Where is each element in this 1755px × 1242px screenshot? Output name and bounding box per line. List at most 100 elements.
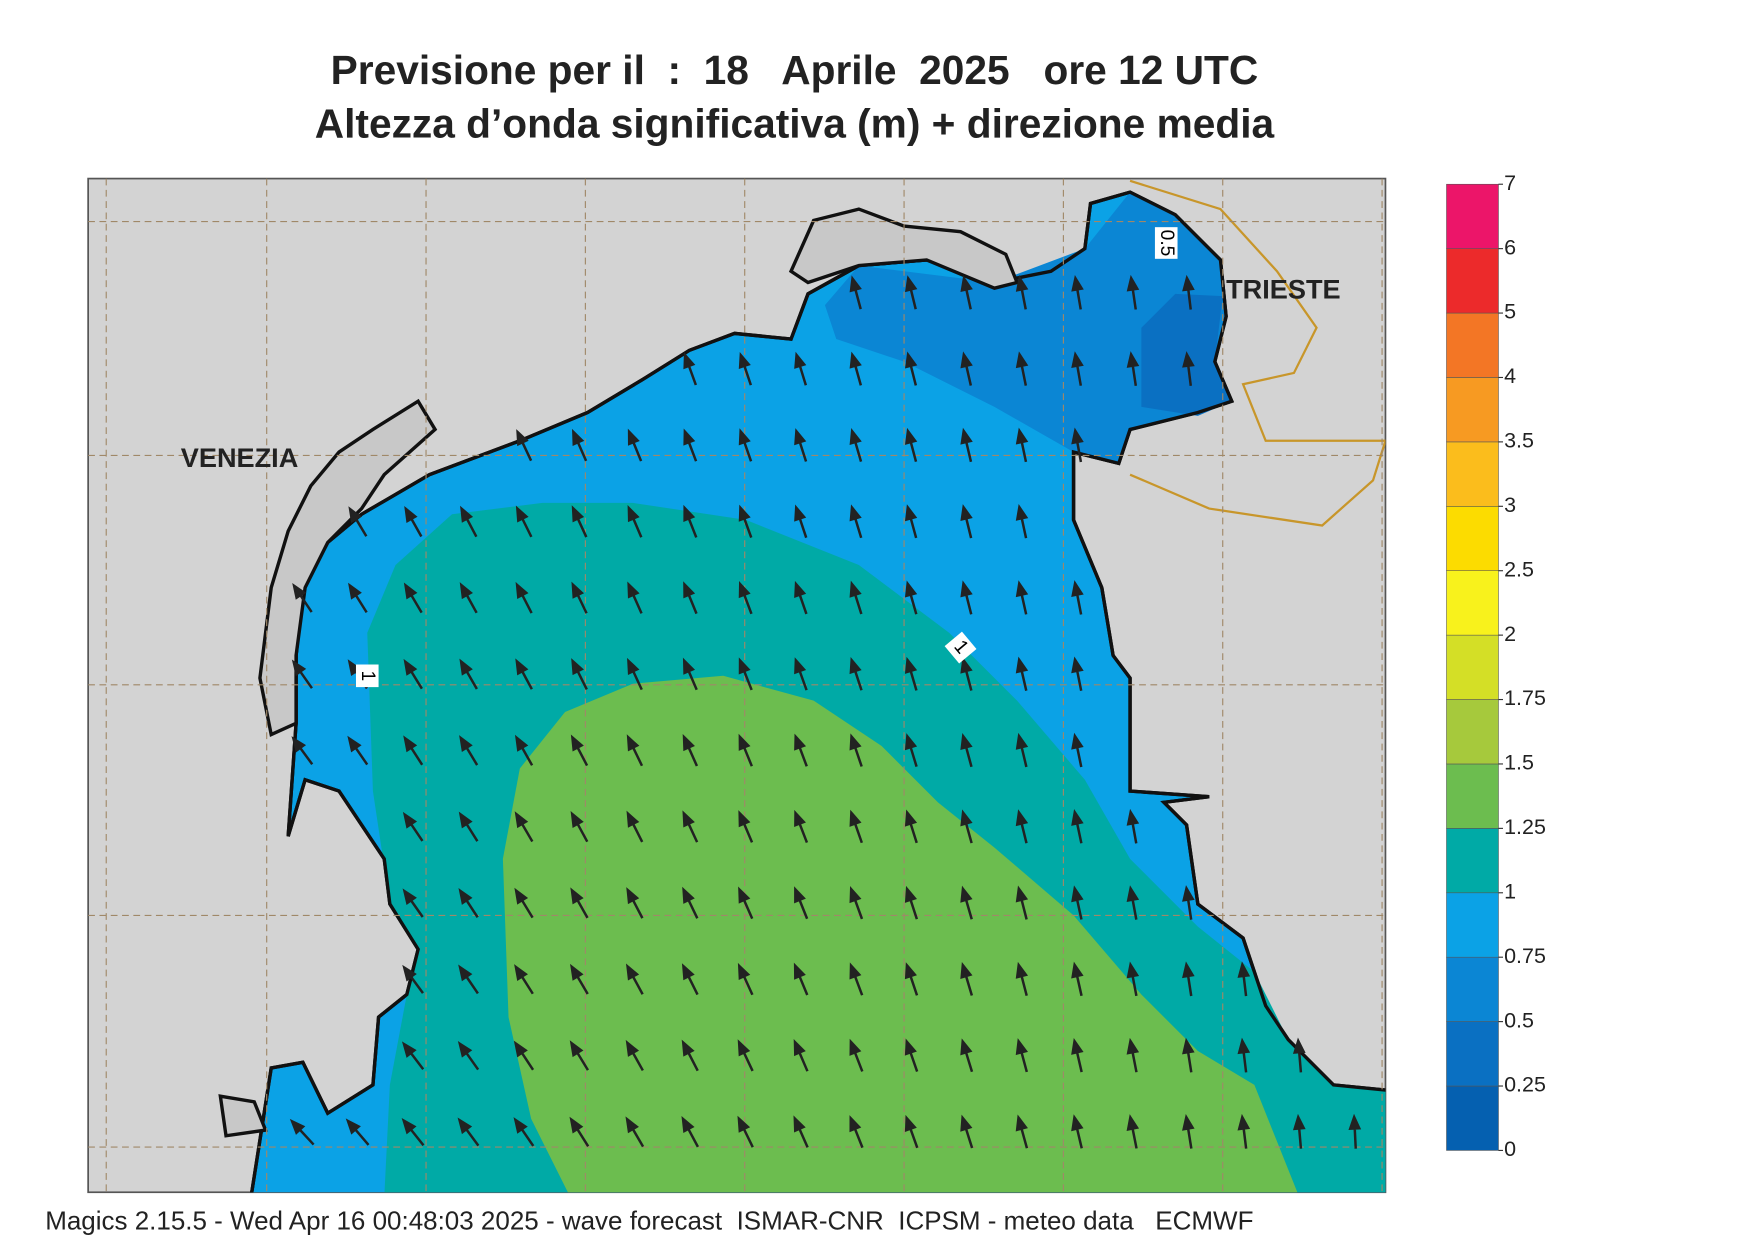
colorbar-band — [1446, 441, 1499, 507]
contour-label: 0.5 — [1156, 230, 1177, 257]
arrow — [625, 1116, 645, 1148]
arrow — [1071, 809, 1084, 844]
colorbar-tick-label: 0.25 — [1504, 1073, 1546, 1097]
arrow — [960, 1038, 974, 1073]
colorbar-tick-label: 0.75 — [1504, 944, 1546, 968]
contour-label-box — [1154, 227, 1178, 259]
arrow — [571, 581, 588, 614]
arrow — [570, 734, 589, 767]
colorbar-band — [1446, 763, 1499, 829]
arrow — [1015, 1038, 1029, 1073]
colorbar-band — [1446, 1021, 1499, 1087]
arrow — [458, 811, 479, 842]
arrow — [1071, 427, 1084, 463]
colorbar-band — [1446, 892, 1499, 958]
arrow — [1348, 1113, 1362, 1149]
arrow — [737, 1039, 754, 1072]
arrow — [849, 1038, 864, 1072]
arrow — [1071, 732, 1084, 768]
arrow — [737, 1115, 754, 1148]
arrow — [1182, 1113, 1195, 1149]
arrow — [1015, 580, 1029, 615]
arrow — [682, 810, 699, 843]
colorbar-band — [1446, 828, 1499, 894]
arrow — [1071, 580, 1084, 615]
colorbar-tick-label: 1 — [1504, 879, 1516, 903]
arrow — [292, 583, 313, 613]
arrow — [514, 811, 534, 843]
colorbar-band — [1446, 377, 1499, 443]
arrow — [904, 1114, 919, 1149]
arrow — [291, 659, 313, 689]
colorbar-tick-label: 7 — [1504, 171, 1516, 195]
colorbar-tick-label: 3 — [1504, 493, 1516, 517]
arrow — [626, 734, 644, 767]
arrow — [849, 809, 864, 844]
arrow — [849, 351, 863, 386]
arrow — [683, 581, 698, 615]
arrow — [738, 428, 753, 462]
arrow — [516, 429, 533, 462]
arrow — [682, 657, 698, 691]
arrow — [794, 351, 808, 386]
arrow — [626, 887, 644, 919]
arrow — [794, 733, 808, 767]
arrow — [849, 733, 863, 767]
arrow — [738, 351, 753, 386]
arrow — [904, 504, 918, 539]
contour-label-box — [944, 631, 977, 664]
arrow — [1015, 961, 1029, 996]
arrow — [571, 658, 588, 690]
arrow — [738, 504, 753, 538]
arrow — [627, 657, 643, 691]
arrow — [1126, 961, 1140, 997]
arrow — [904, 351, 918, 386]
colorbar-band — [1446, 312, 1499, 378]
arrow — [460, 505, 478, 538]
arrow — [794, 504, 808, 539]
wave-direction-arrows — [289, 274, 1362, 1149]
arrow — [627, 505, 643, 538]
arrow — [794, 657, 808, 691]
colorbar-tick-label: 3.5 — [1504, 429, 1534, 453]
arrow — [960, 733, 973, 768]
arrow — [904, 733, 918, 768]
arrow — [347, 735, 369, 766]
arrow — [401, 1041, 425, 1070]
arrow — [794, 809, 809, 844]
arrow — [960, 961, 974, 996]
arrow — [1015, 351, 1029, 386]
arrow — [682, 886, 699, 919]
arrow — [402, 888, 424, 918]
arrow — [1126, 885, 1140, 920]
arrow — [515, 505, 533, 538]
arrow — [513, 1040, 535, 1071]
arrow — [683, 352, 698, 386]
arrow — [345, 1118, 370, 1146]
map: VENEZIA TRIESTE 1 1 0.5 — [87, 177, 1387, 1194]
arrow — [681, 1039, 699, 1072]
lagoon-venezia — [258, 398, 438, 737]
arrow — [793, 962, 809, 996]
arrow — [1182, 961, 1195, 997]
arrow — [1182, 351, 1195, 386]
colorbar: 0 0.25 0.5 0.75 1 1.25 1.5 1.75 2 2.5 3 3.5 4 5 6 7 — [1446, 171, 1546, 1161]
arrow — [849, 504, 863, 539]
colorbar-tick-label: 1.75 — [1504, 686, 1546, 710]
arrow — [401, 1117, 425, 1147]
arrow — [403, 735, 424, 766]
arrow — [459, 658, 478, 690]
arrow — [459, 582, 478, 614]
arrow — [683, 428, 698, 462]
arrow — [960, 351, 973, 386]
arrow — [457, 1041, 480, 1071]
sea-zone — [824, 192, 1232, 464]
arrow — [514, 964, 534, 995]
arrow — [794, 428, 808, 462]
colorbar-band — [1446, 248, 1499, 314]
arrow — [572, 428, 588, 462]
arrow — [849, 886, 864, 920]
arrow — [904, 1038, 919, 1072]
arrow — [1126, 274, 1140, 310]
